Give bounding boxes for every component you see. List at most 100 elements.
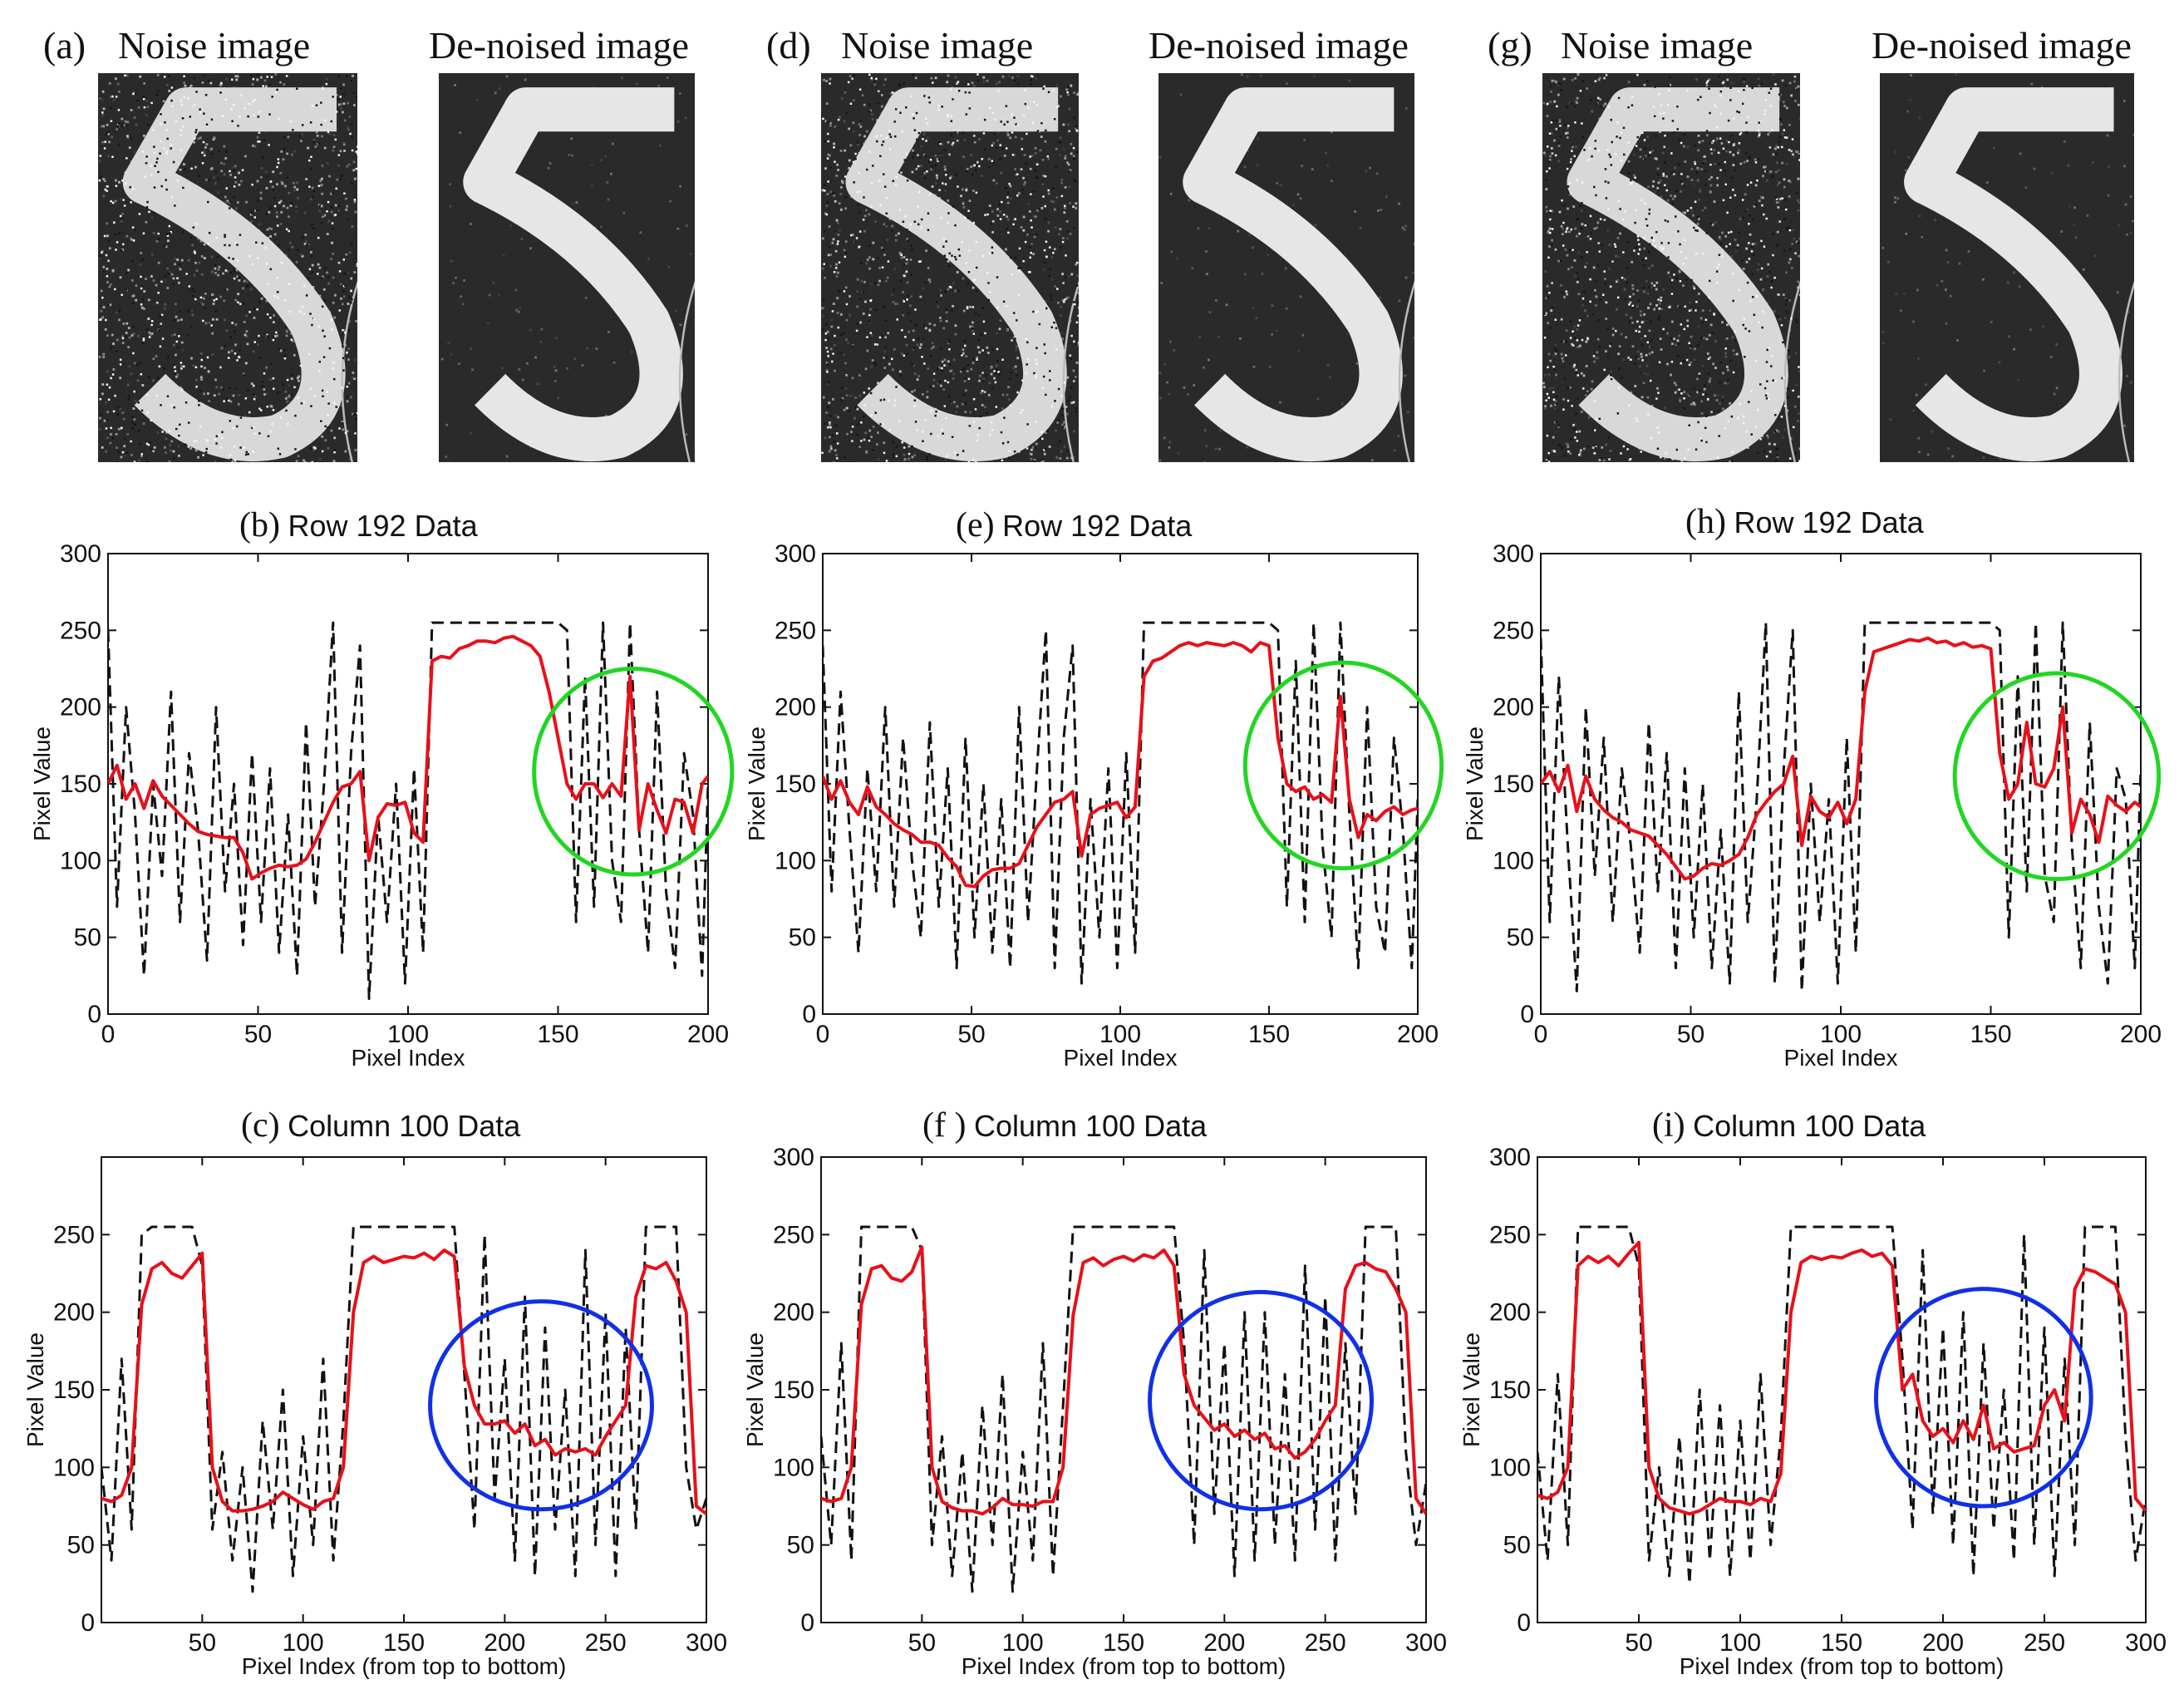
plot-label-c: (c): [241, 1106, 280, 1145]
plot-label-f: (f ): [922, 1106, 967, 1145]
x-tick-label-c: 100: [283, 1629, 324, 1657]
y-tick-label-h: 200: [1493, 694, 1534, 721]
highlight-circle-h: [1952, 671, 2162, 881]
y-tick-label-b: 100: [60, 847, 101, 874]
plot-title-text-i: Column 100 Data: [1693, 1109, 1926, 1143]
x-tick-label-c: 150: [383, 1629, 425, 1657]
denoised-series-line-f: [821, 1245, 1426, 1516]
image-arc: [1062, 280, 1079, 462]
image-arc: [1398, 280, 1414, 462]
chart-f: 0 50 100 150 200 250 300 50 100 150 200 250 300 Pixel…: [742, 1144, 1447, 1679]
plot-area-i: [1537, 1156, 2147, 1623]
y-tick-label-e: 150: [775, 771, 816, 798]
x-tick-label-c: 200: [484, 1629, 525, 1657]
x-tick-label-i: 150: [1821, 1629, 1862, 1657]
y-tick-label-e: 100: [775, 847, 816, 874]
highlight-circle-f: [1148, 1289, 1374, 1512]
plot-title-c: (c) Column 100 Data: [241, 1106, 520, 1145]
x-tick-label-e: 50: [957, 1021, 985, 1048]
glyph-stroke: [1904, 87, 2123, 462]
x-tick-label-c: 300: [686, 1629, 727, 1657]
y-axis-label-b: Pixel Value: [29, 726, 55, 841]
plot-title-text-e: Row 192 Data: [1002, 509, 1193, 543]
x-axis-label-e: Pixel Index: [1064, 1045, 1178, 1071]
denoised-series-line-b: [108, 634, 708, 881]
y-tick-label-i: 200: [1489, 1299, 1531, 1327]
plot-label-b: (b): [239, 506, 280, 544]
denoised-image-d: [1158, 73, 1414, 462]
y-tick-label-c: 0: [81, 1609, 95, 1637]
denoised-image-caption-g: De-noised image: [1872, 24, 2132, 66]
y-tick-label-i: 150: [1489, 1376, 1531, 1404]
x-tick-label-c: 50: [189, 1629, 216, 1657]
plot-title-f: (f ) Column 100 Data: [922, 1106, 1207, 1145]
noise-image-a: [98, 73, 357, 462]
y-tick-label-h: 100: [1493, 847, 1534, 874]
y-tick-label-e: 250: [775, 617, 816, 644]
x-tick-label-b: 0: [101, 1021, 116, 1048]
highlight-circle-c: [428, 1299, 654, 1512]
salt-pepper-noise: [1543, 73, 1800, 462]
plot-area-f: [820, 1156, 1427, 1623]
x-tick-label-h: 150: [1970, 1021, 2011, 1048]
noisy-series-line-i: [1537, 1225, 2146, 1585]
x-axis-label-c: Pixel Index (from top to bottom): [242, 1653, 567, 1679]
x-tick-label-b: 50: [244, 1021, 272, 1048]
x-axis-label-f: Pixel Index (from top to bottom): [962, 1653, 1286, 1679]
x-tick-label-f: 100: [1002, 1629, 1044, 1657]
y-tick-label-f: 100: [773, 1454, 814, 1481]
y-tick-label-f: 50: [787, 1532, 814, 1559]
y-axis-label-f: Pixel Value: [742, 1332, 768, 1447]
x-tick-label-i: 250: [2024, 1629, 2065, 1657]
y-tick-label-e: 50: [789, 924, 816, 952]
x-tick-label-e: 100: [1099, 1021, 1141, 1048]
plot-label-h: (h): [1685, 503, 1726, 541]
plot-label-i: (i): [1652, 1106, 1685, 1145]
x-tick-label-b: 200: [687, 1021, 729, 1048]
chart-e: 0 50 100 150 200 250 300 0 50 100 150 200 Pixel Inde…: [744, 540, 1444, 1071]
y-tick-label-b: 0: [87, 1001, 101, 1028]
chart-i: 0 50 100 150 200 250 300 50 100 150 200 250 300 Pixel…: [1458, 1144, 2167, 1679]
x-tick-label-i: 100: [1719, 1629, 1761, 1657]
x-tick-label-b: 100: [387, 1021, 429, 1048]
chart-h: 0 50 100 150 200 250 300 0 50 100 150 200 Pixel Inde…: [1462, 540, 2162, 1071]
y-tick-label-f: 0: [800, 1609, 814, 1637]
x-tick-label-e: 0: [816, 1021, 830, 1048]
y-tick-label-i: 300: [1489, 1144, 1531, 1171]
image-label-a: (a): [43, 24, 86, 66]
digit-five-image: [1542, 73, 1800, 462]
y-tick-label-f: 150: [773, 1376, 814, 1404]
y-tick-label-h: 150: [1493, 771, 1534, 798]
y-tick-label-b: 300: [60, 540, 101, 568]
digit-five-image: [439, 73, 695, 462]
highlight-circle-b: [532, 666, 735, 877]
image-arc: [678, 280, 695, 462]
glyph-stroke: [463, 87, 683, 462]
y-tick-label-f: 300: [773, 1144, 814, 1171]
y-axis-label-h: Pixel Value: [1462, 726, 1488, 841]
plot-title-text-h: Row 192 Data: [1734, 505, 1924, 539]
y-tick-label-e: 300: [775, 540, 816, 568]
y-tick-label-c: 50: [67, 1532, 95, 1559]
plot-title-e: (e) Row 192 Data: [956, 505, 1192, 545]
x-tick-label-f: 300: [1405, 1629, 1447, 1657]
highlight-circle-i: [1873, 1287, 2093, 1509]
y-tick-label-e: 200: [775, 694, 816, 721]
x-tick-label-e: 150: [1248, 1021, 1290, 1048]
x-tick-label-b: 150: [537, 1021, 578, 1048]
y-tick-label-i: 250: [1489, 1221, 1531, 1248]
image-label-g: (g): [1488, 24, 1532, 66]
salt-pepper-noise: [821, 73, 1079, 462]
y-tick-label-f: 250: [773, 1221, 814, 1248]
image-arc: [1783, 280, 1800, 462]
y-tick-label-f: 200: [773, 1299, 814, 1327]
x-tick-label-h: 100: [1820, 1021, 1862, 1048]
plot-area-h: [1540, 553, 2142, 1015]
image-arc: [2118, 280, 2134, 462]
denoised-series-line-h: [1541, 636, 2141, 881]
noise-image-g: [1542, 73, 1800, 462]
image-label-d: (d): [766, 24, 811, 66]
denoised-series-line-e: [823, 641, 1418, 889]
x-tick-label-h: 200: [2120, 1021, 2162, 1048]
glyph-stroke: [845, 87, 1067, 462]
